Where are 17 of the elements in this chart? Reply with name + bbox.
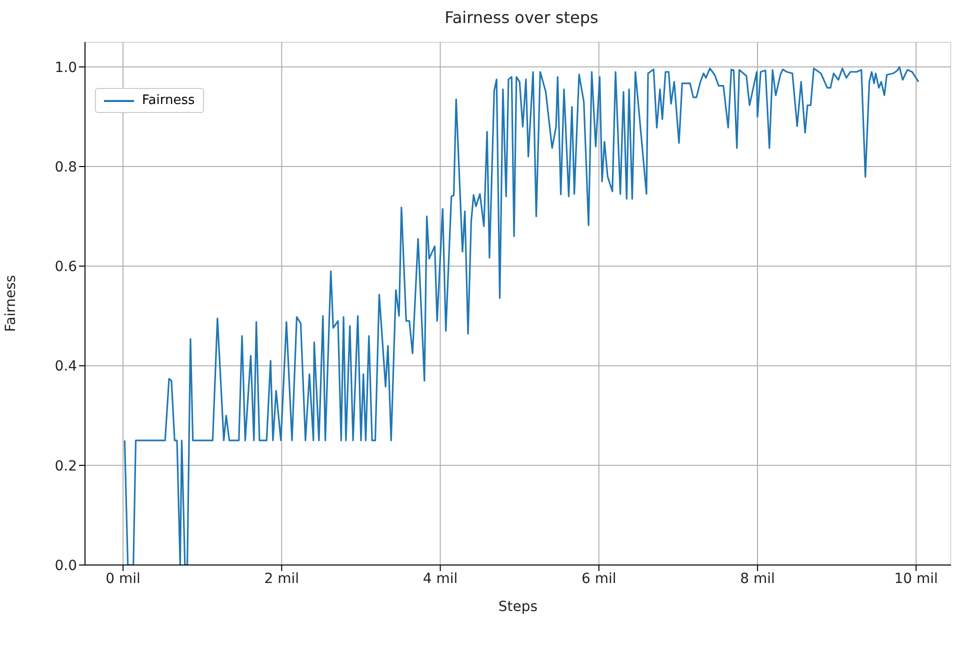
y-axis-title: Fairness [2,275,19,332]
x-tick-label: 0 mil [106,570,140,587]
x-axis-title: Steps [498,599,538,615]
legend-label: Fairness [142,93,195,108]
x-tick-label: 8 mil [740,570,775,587]
x-tick-label: 6 mil [582,570,616,587]
x-tick-label: 2 mil [264,570,300,587]
y-tick-label: 0.6 [54,259,78,276]
x-tick-label: 10 mil [894,570,938,587]
y-tick-label: 0.2 [54,458,77,474]
line-series [124,66,920,565]
y-tick-label: 0.8 [54,159,77,176]
y-tick-label: 1.0 [54,60,77,76]
x-tick-label: 4 mil [422,570,458,587]
chart-title: Fairness over steps [444,8,600,27]
y-tick-label: 0.0 [54,558,77,574]
y-tick-label: 0.4 [54,358,78,375]
